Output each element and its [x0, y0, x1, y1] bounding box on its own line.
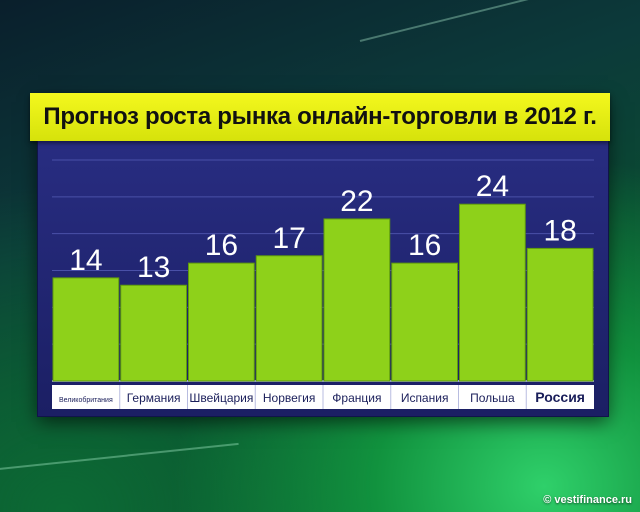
category-label: Швейцария: [189, 391, 253, 405]
bar: [52, 277, 120, 382]
bar: [459, 203, 526, 382]
category-label: Польша: [470, 391, 515, 405]
bar-value-label: 22: [340, 185, 373, 218]
category-label: Германия: [127, 391, 181, 405]
bar: [526, 247, 594, 382]
bar-value-label: 17: [272, 222, 305, 255]
bar-value-label: 14: [69, 244, 102, 277]
category-label: Россия: [535, 389, 585, 405]
bar: [255, 255, 323, 382]
category-label: Испания: [401, 391, 449, 405]
bar-value-label: 18: [543, 214, 576, 247]
category-label: Франция: [332, 391, 381, 405]
bar: [323, 218, 391, 382]
bar: [120, 284, 187, 382]
chart-title: Прогноз роста рынка онлайн-торговли в 20…: [43, 103, 597, 130]
bar: [188, 262, 255, 382]
category-label: Норвегия: [263, 391, 316, 405]
bar-value-label: 16: [408, 229, 441, 262]
category-label: Великобритания: [59, 396, 113, 404]
bar-value-label: 16: [205, 229, 238, 262]
chart-title-bar: Прогноз роста рынка онлайн-торговли в 20…: [30, 93, 610, 141]
bar: [391, 262, 458, 382]
bar-value-label: 24: [476, 170, 509, 203]
source-credit: © vestifinance.ru: [543, 494, 632, 506]
bar-value-label: 13: [137, 251, 170, 284]
